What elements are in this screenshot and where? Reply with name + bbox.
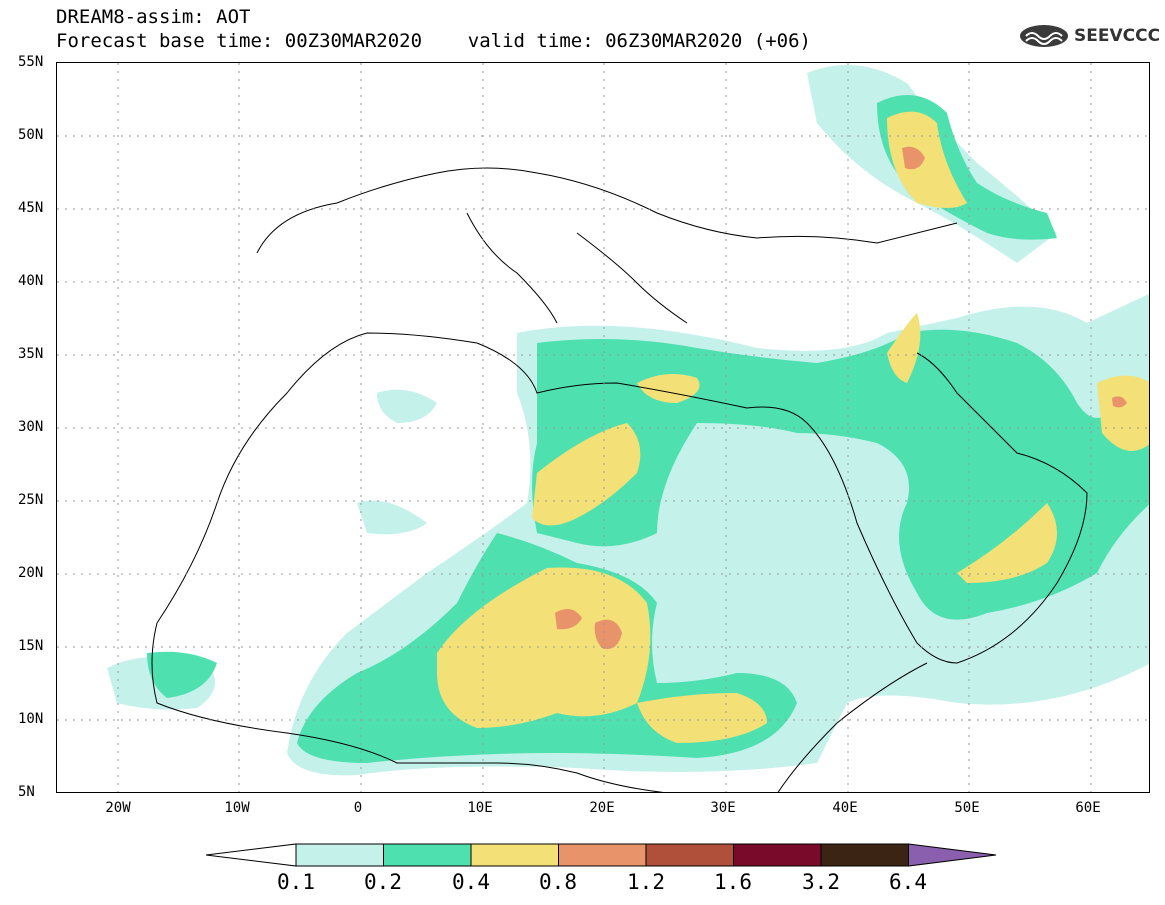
aot-map (56, 62, 1150, 793)
lat-label-55n: 55N (18, 54, 44, 70)
lat-label-10n: 10N (18, 711, 44, 727)
colorbar (205, 842, 998, 872)
map-canvas (57, 63, 1149, 792)
lat-label-15n: 15N (18, 638, 44, 654)
colorbar-bin-0-8 (558, 843, 647, 867)
colorbar-label-1-6: 1.6 (714, 870, 752, 894)
coastlines (151, 167, 1088, 792)
aot-contour-0-4 (437, 111, 1149, 743)
colorbar-label-0-1: 0.1 (277, 870, 315, 894)
lon-label-20w: 20W (105, 800, 131, 816)
colorbar-high-arrow (908, 843, 997, 867)
logo-text: SEEVCCC (1074, 26, 1161, 46)
cloud-logo-icon (1020, 25, 1068, 47)
lon-label-60e: 60E (1075, 800, 1101, 816)
lon-label-50e: 50E (954, 800, 980, 816)
lon-label-0: 0 (353, 800, 363, 816)
colorbar-bin-1-2 (645, 843, 734, 867)
lon-label-20e: 20E (589, 800, 615, 816)
chart-title: DREAM8-assim: AOT (56, 6, 251, 28)
colorbar-label-0-2: 0.2 (364, 870, 402, 894)
colorbar-label-1-2: 1.2 (627, 870, 665, 894)
lat-label-50n: 50N (18, 127, 44, 143)
forecast-time-line: Forecast base time: 00Z30MAR2020 valid t… (56, 30, 811, 52)
lat-label-5n: 5N (18, 784, 35, 800)
colorbar-label-0-8: 0.8 (539, 870, 577, 894)
colorbar-bin-0-4 (470, 843, 559, 867)
colorbar-label-3-2: 3.2 (802, 870, 840, 894)
lat-label-20n: 20N (18, 565, 44, 581)
lon-label-10w: 10W (224, 800, 250, 816)
colorbar-low-arrow (205, 843, 297, 867)
colorbar-svg (205, 843, 997, 867)
lat-label-30n: 30N (18, 419, 44, 435)
colorbar-bin-1-6 (733, 843, 822, 867)
colorbar-bin-0-2 (383, 843, 472, 867)
seevccc-logo: SEEVCCC (1018, 22, 1160, 50)
colorbar-bin-3-2 (820, 843, 909, 867)
lat-label-35n: 35N (18, 346, 44, 362)
lat-label-40n: 40N (18, 273, 44, 289)
lat-label-45n: 45N (18, 200, 44, 216)
lon-label-10e: 10E (467, 800, 493, 816)
graticule (57, 63, 1149, 792)
lat-label-25n: 25N (18, 492, 44, 508)
aot-contour-0-8 (555, 146, 1127, 649)
colorbar-label-0-4: 0.4 (452, 870, 490, 894)
colorbar-bin-0-1 (295, 843, 384, 867)
colorbar-label-6-4: 6.4 (889, 870, 927, 894)
lon-label-40e: 40E (832, 800, 858, 816)
lon-label-30e: 30E (710, 800, 736, 816)
